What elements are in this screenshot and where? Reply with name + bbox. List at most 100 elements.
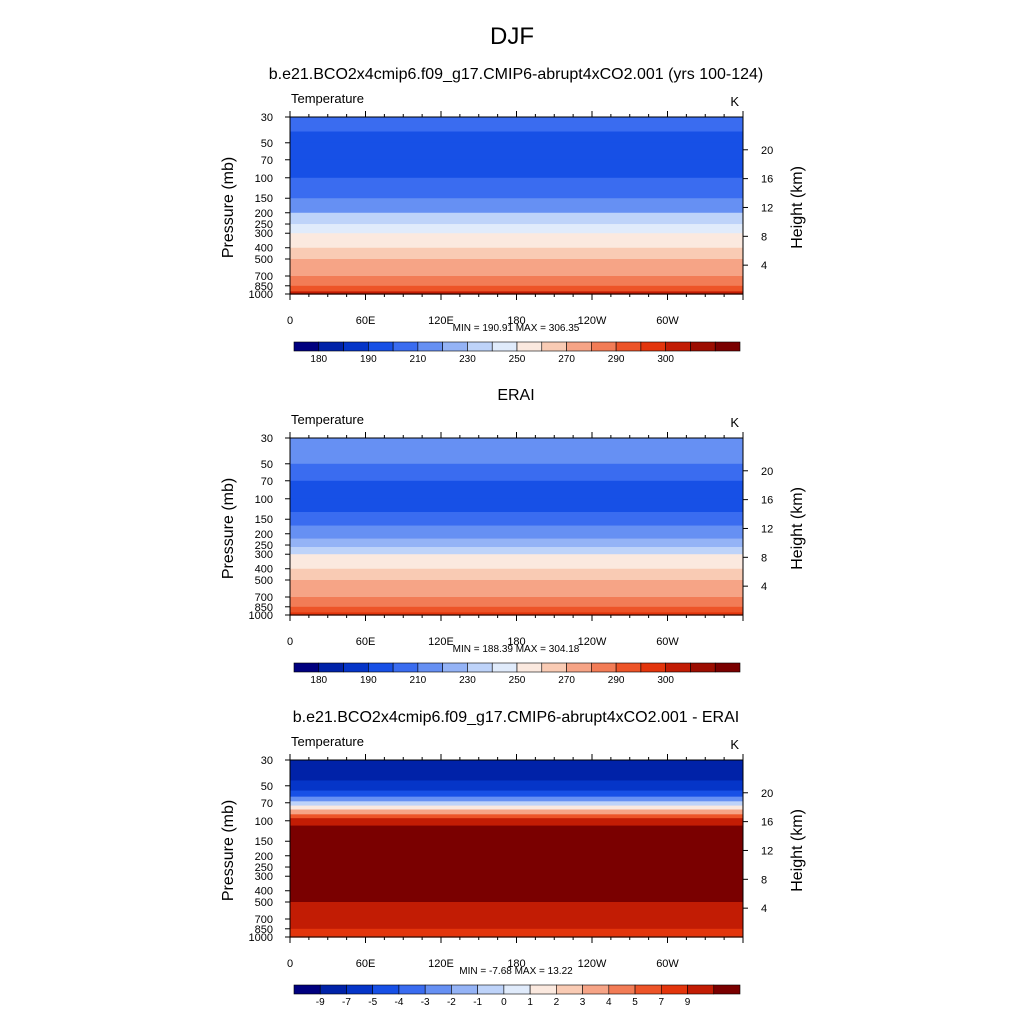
x-tick-label: 180: [507, 315, 525, 327]
y-tick-label: 100: [255, 494, 273, 506]
x-tick-label: 120W: [578, 315, 607, 327]
x-tick-label: 60W: [656, 958, 679, 970]
contour-band: [290, 480, 743, 500]
colorbar-swatch: [591, 662, 617, 673]
colorbar-swatch: [293, 662, 320, 673]
y-right-tick-label: 8: [761, 874, 767, 886]
x-tick-label: 0: [287, 636, 293, 648]
x-tick-label: 60W: [656, 315, 679, 327]
y-right-axis-title: Height (km): [789, 166, 806, 249]
units-label: K: [730, 415, 739, 430]
y-tick-label: 70: [261, 798, 273, 810]
y-tick-label: 500: [255, 575, 273, 587]
x-tick-label: 120E: [428, 636, 454, 648]
y-tick-label: 30: [261, 433, 273, 445]
x-tick-label: 0: [287, 315, 293, 327]
colorbar-label: 190: [360, 675, 377, 686]
colorbar-swatch: [346, 984, 374, 995]
contour-band: [290, 568, 743, 581]
contour-band: [290, 117, 743, 133]
contour-band: [290, 512, 743, 527]
colorbar-label: 9: [685, 997, 691, 1008]
y-tick-label: 1000: [249, 610, 273, 622]
colorbar-label: 250: [509, 354, 526, 365]
colorbar-label: 290: [608, 675, 625, 686]
colorbar-swatch: [477, 984, 505, 995]
y-tick-label: 150: [255, 836, 273, 848]
contour-band: [290, 814, 743, 819]
colorbar-swatch: [529, 984, 557, 995]
colorbar-label: -7: [342, 997, 351, 1008]
colorbar-swatch: [690, 662, 716, 673]
contour-band: [290, 224, 743, 234]
colorbar-swatch: [665, 341, 691, 352]
contour-band: [290, 142, 743, 161]
colorbar-label: 250: [509, 675, 526, 686]
contour-band: [290, 291, 743, 295]
colorbar-swatch: [442, 662, 468, 673]
colorbar-label: 230: [459, 354, 476, 365]
contour-band: [290, 547, 743, 555]
panel-title: b.e21.BCO2x4cmip6.f09_g17.CMIP6-abrupt4x…: [293, 709, 739, 726]
y-tick-label: 1000: [249, 932, 273, 944]
y-right-tick-label: 12: [761, 202, 773, 214]
contour-band: [290, 890, 743, 903]
colorbar-swatch: [541, 662, 567, 673]
figure-title: DJF: [490, 23, 534, 50]
x-tick-label: 180: [507, 636, 525, 648]
contour-band: [290, 554, 743, 570]
y-tick-label: 400: [255, 886, 273, 898]
y-tick-label: 70: [261, 476, 273, 488]
contour-band: [290, 525, 743, 540]
stats-label: MIN = -7.68 MAX = 13.22: [459, 966, 573, 977]
colorbar-label: 290: [608, 354, 625, 365]
stats-label: MIN = 190.91 MAX = 306.35: [453, 323, 580, 334]
colorbar-swatch: [690, 341, 716, 352]
y-tick-label: 850: [255, 281, 273, 293]
variable-label: Temperature: [291, 734, 364, 749]
y-tick-label: 150: [255, 193, 273, 205]
contour-band: [290, 198, 743, 214]
y-right-tick-label: 16: [761, 495, 773, 507]
x-tick-label: 60E: [356, 315, 376, 327]
y-tick-label: 150: [255, 514, 273, 526]
colorbar-swatch: [417, 341, 443, 352]
colorbar-label: 7: [659, 997, 665, 1008]
y-right-tick-label: 4: [761, 903, 767, 915]
colorbar-swatch: [467, 662, 493, 673]
colorbar-label: -1: [473, 997, 482, 1008]
colorbar-swatch: [293, 341, 320, 352]
colorbar-swatch: [491, 341, 518, 352]
contour-band: [290, 790, 743, 798]
stats-label: MIN = 188.39 MAX = 304.18: [453, 644, 580, 655]
y-axis-title: Pressure (mb): [220, 800, 237, 901]
colorbar-swatch: [556, 984, 583, 995]
colorbar-label: -5: [368, 997, 377, 1008]
contour-band: [290, 498, 743, 513]
contour-band: [290, 159, 743, 179]
colorbar-label: 3: [580, 997, 586, 1008]
colorbar-swatch: [541, 341, 567, 352]
colorbar-swatch: [660, 984, 688, 995]
colorbar-swatch: [615, 662, 642, 673]
colorbar-swatch: [318, 341, 344, 352]
y-right-tick-label: 12: [761, 523, 773, 535]
panel-3: b.e21.BCO2x4cmip6.f09_g17.CMIP6-abrupt4x…: [220, 709, 806, 1008]
colorbar-swatch: [615, 341, 642, 352]
panel-title: ERAI: [497, 387, 534, 404]
y-axis-title: Pressure (mb): [220, 478, 237, 579]
panel-1: b.e21.BCO2x4cmip6.f09_g17.CMIP6-abrupt4x…: [220, 66, 806, 365]
contour-band: [290, 796, 743, 802]
colorbar-swatch: [343, 341, 369, 352]
colorbar-swatch: [665, 662, 691, 673]
contour-band: [290, 177, 743, 199]
contour-band: [290, 233, 743, 249]
y-tick-label: 850: [255, 602, 273, 614]
colorbar-swatch: [442, 341, 468, 352]
contour-band: [290, 928, 743, 938]
colorbar-swatch: [503, 984, 531, 995]
y-tick-label: 400: [255, 243, 273, 255]
colorbar-swatch: [424, 984, 452, 995]
variable-label: Temperature: [291, 91, 364, 106]
